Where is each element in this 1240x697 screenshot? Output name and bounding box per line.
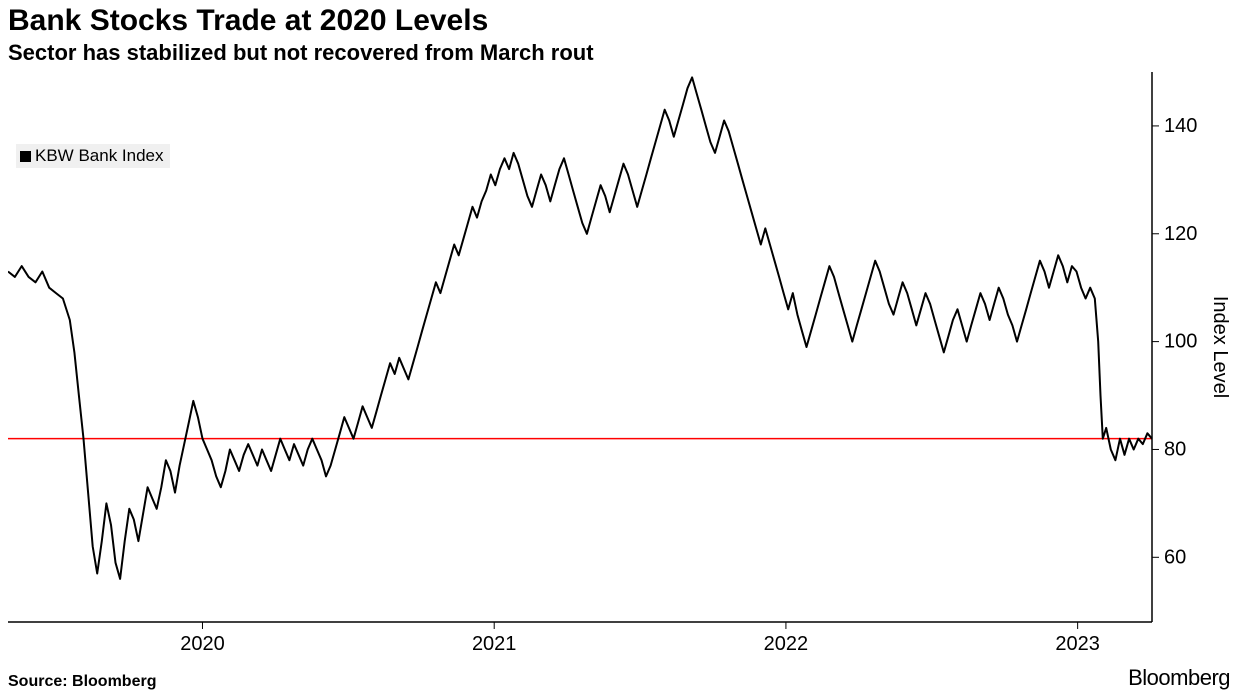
svg-text:2020: 2020 — [180, 633, 225, 655]
svg-text:140: 140 — [1164, 115, 1197, 137]
chart-plot-area: KBW Bank Index 60 80 100 120 140 2020 2021 2022… — [8, 72, 1232, 662]
source-label: Source: Bloomberg — [8, 673, 156, 691]
svg-text:2022: 2022 — [764, 633, 809, 655]
svg-text:80: 80 — [1164, 438, 1186, 460]
svg-text:2023: 2023 — [1055, 633, 1100, 655]
legend-label: KBW Bank Index — [35, 146, 164, 166]
chart-subtitle: Sector has stabilized but not recovered … — [8, 40, 594, 66]
svg-text:2021: 2021 — [472, 633, 517, 655]
chart-container: { "title": "Bank Stocks Trade at 2020 Le… — [0, 0, 1240, 697]
svg-text:100: 100 — [1164, 331, 1197, 353]
chart-title: Bank Stocks Trade at 2020 Levels — [8, 4, 488, 38]
svg-text:Index Level: Index Level — [1209, 296, 1231, 398]
chart-svg: 60 80 100 120 140 2020 2021 2022 2023 Index Level — [8, 72, 1232, 662]
svg-text:60: 60 — [1164, 546, 1186, 568]
brand-label: Bloomberg — [1128, 665, 1230, 691]
legend: KBW Bank Index — [16, 144, 170, 168]
svg-text:120: 120 — [1164, 223, 1197, 245]
legend-swatch — [20, 151, 31, 162]
